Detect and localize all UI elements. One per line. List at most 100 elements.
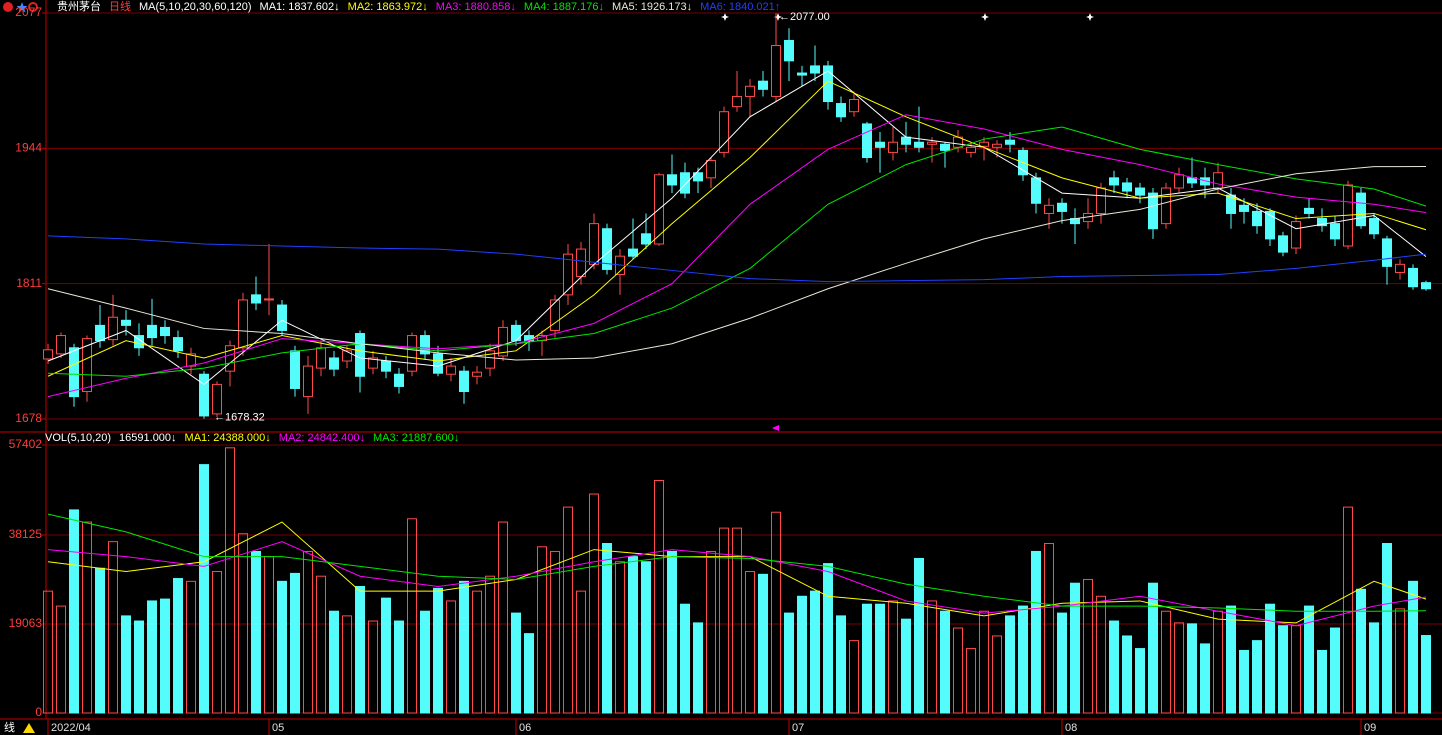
x-tick-label: 07 — [792, 722, 804, 734]
volume-bar — [329, 610, 339, 714]
volume-bar — [355, 585, 365, 714]
ma-line — [47, 114, 1427, 398]
legend-entry: MA4: 1887.176↓ — [524, 1, 604, 13]
volume-bar — [1031, 550, 1041, 714]
candle-body — [914, 141, 924, 148]
volume-bar — [771, 511, 781, 714]
volume-bar — [1304, 605, 1314, 714]
candle-body — [1122, 182, 1132, 192]
volume-bar — [641, 561, 651, 714]
volume-bar — [1226, 605, 1236, 714]
candle-body — [979, 141, 989, 147]
toolbar-icons[interactable] — [3, 2, 38, 13]
ma-line — [47, 70, 1427, 386]
candle-body — [225, 345, 235, 372]
candle-body — [212, 383, 222, 415]
y-tick-label: 1678 — [15, 411, 42, 425]
candle-body — [1369, 218, 1379, 235]
candle-body — [745, 85, 755, 97]
volume-bar — [1317, 649, 1327, 714]
candle-body — [160, 326, 170, 337]
candle-body — [316, 347, 326, 369]
volume-bar — [1044, 543, 1054, 714]
footer-triangle[interactable] — [23, 723, 35, 733]
candle-body — [1057, 202, 1067, 212]
volume-bar — [199, 464, 209, 714]
volume-bar — [888, 600, 898, 714]
candle-body — [667, 174, 677, 186]
candle-body — [862, 123, 872, 158]
star-icon[interactable] — [16, 2, 28, 13]
y-tick-label: 19063 — [9, 616, 43, 630]
volume-bar — [628, 556, 638, 714]
candle-body — [1421, 282, 1431, 290]
candle-body — [1005, 139, 1015, 145]
volume-bar — [472, 590, 482, 714]
volume-bar — [1369, 622, 1379, 714]
candle-body — [576, 248, 586, 278]
volume-bar — [875, 603, 885, 714]
volume-bar — [1187, 623, 1197, 714]
volume-bar — [1018, 605, 1028, 714]
candle-body — [173, 337, 183, 352]
candle-body — [121, 319, 131, 326]
volume-bar — [173, 578, 183, 714]
volume-bar — [589, 493, 599, 714]
volume-bar — [732, 527, 742, 714]
candle-body — [706, 160, 716, 179]
candle-body — [1031, 177, 1041, 204]
legend-entry: MA(5,10,20,30,60,120) — [139, 1, 252, 13]
candle-body — [992, 143, 1002, 148]
legend-entry: MA5: 1926.173↓ — [612, 1, 692, 13]
volume-bar — [823, 563, 833, 714]
candle-body — [875, 141, 885, 148]
candle-body — [1135, 187, 1145, 196]
event-marker[interactable] — [1086, 13, 1094, 21]
candle-body — [69, 347, 79, 398]
volume-bar — [758, 573, 768, 714]
legend-entry: MA6: 1840.021↑ — [700, 1, 780, 13]
candle-body — [1356, 192, 1366, 227]
event-marker[interactable] — [774, 13, 782, 21]
help-icon[interactable] — [3, 2, 13, 12]
volume-bar — [121, 615, 131, 714]
high-annotation: ←2077.00 — [779, 11, 830, 23]
candle-body — [485, 350, 495, 369]
volume-bar — [810, 590, 820, 714]
candle-body — [810, 65, 820, 74]
volume-bar — [1265, 603, 1275, 714]
candle-body — [1317, 218, 1327, 227]
event-marker[interactable] — [981, 13, 989, 21]
y-tick-label: 57402 — [9, 437, 43, 451]
volume-bar — [1148, 582, 1158, 714]
legend-entry: MA1: 1837.602↓ — [260, 1, 340, 13]
footer-label[interactable]: 线 — [4, 720, 15, 734]
volume-bar — [420, 610, 430, 714]
candle-body — [966, 146, 976, 153]
event-marker[interactable] — [721, 13, 729, 21]
volume-bar — [56, 605, 66, 714]
volume-bar — [524, 633, 534, 714]
candle-body — [277, 304, 287, 331]
candle-body — [290, 350, 300, 389]
legend-entry: 日线 — [109, 0, 131, 13]
settings-icon[interactable] — [28, 2, 38, 12]
candle-body — [1408, 267, 1418, 288]
y-tick-label: 1811 — [16, 276, 42, 290]
volume-bar — [511, 612, 521, 714]
volume-bar — [1252, 640, 1262, 714]
candle-body — [1395, 263, 1405, 273]
volume-bar — [147, 600, 157, 714]
candle-body — [1174, 174, 1184, 189]
volume-bar — [212, 571, 222, 714]
volume-bar — [277, 580, 287, 714]
volume-bar — [706, 550, 716, 714]
candle-body — [1265, 210, 1275, 240]
volume-bar — [914, 557, 924, 714]
candle-body — [446, 365, 456, 375]
volume-bar — [407, 518, 417, 714]
ma-line — [47, 513, 1427, 612]
candle-body — [1044, 204, 1054, 214]
candle-body — [1278, 235, 1288, 253]
y-tick-label: 38125 — [9, 527, 43, 541]
